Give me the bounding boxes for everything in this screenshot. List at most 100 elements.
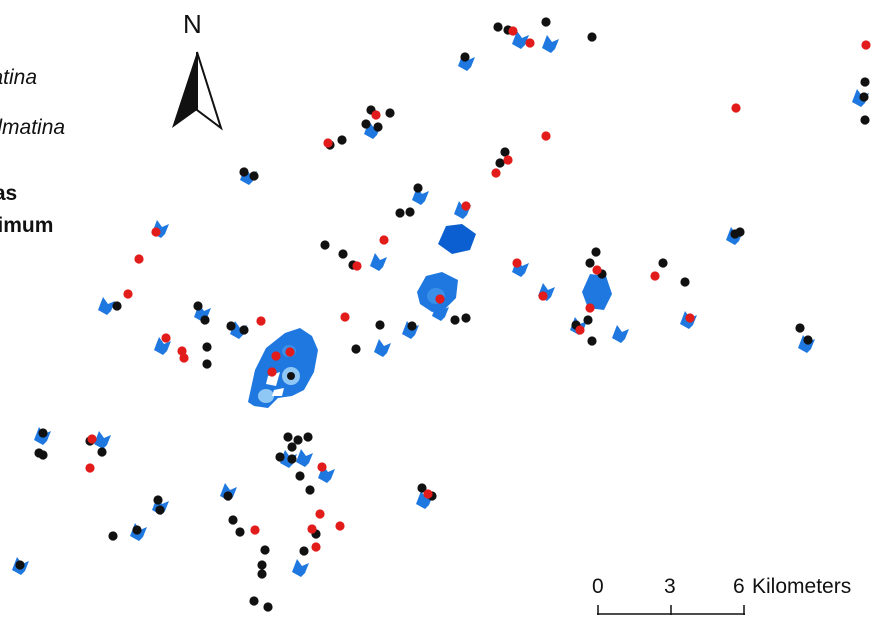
red-site-marker	[650, 271, 660, 281]
red-site-marker	[861, 40, 871, 50]
red-site-markers	[85, 26, 871, 552]
black-site-marker	[287, 454, 297, 464]
red-site-marker	[491, 168, 501, 178]
scale-tick-3: 3	[664, 575, 676, 598]
north-label: N	[183, 9, 202, 39]
black-site-marker	[226, 321, 236, 331]
legend-entry-4: aximum	[0, 214, 54, 237]
small-blue-patch	[154, 337, 171, 355]
black-site-marker	[263, 602, 273, 612]
red-site-marker	[323, 138, 333, 148]
black-site-marker	[417, 483, 427, 493]
black-site-marker	[583, 315, 593, 325]
black-site-marker	[541, 17, 551, 27]
black-site-marker	[303, 432, 313, 442]
black-site-marker	[461, 313, 471, 323]
black-site-marker	[735, 227, 745, 237]
black-site-marker	[320, 240, 330, 250]
north-arrow-icon	[172, 51, 223, 131]
black-site-marker	[223, 491, 233, 501]
red-site-marker	[525, 38, 535, 48]
red-site-marker	[179, 353, 189, 363]
black-site-marker	[413, 183, 423, 193]
black-site-marker	[495, 158, 505, 168]
black-site-marker	[257, 569, 267, 579]
black-site-marker	[257, 560, 267, 570]
black-site-marker	[249, 596, 259, 606]
red-site-marker	[503, 155, 513, 165]
black-site-marker	[658, 258, 668, 268]
red-site-marker	[731, 103, 741, 113]
black-site-marker	[361, 119, 371, 129]
small-blue-patch	[416, 491, 433, 509]
black-site-marker	[275, 452, 285, 462]
black-site-marker	[385, 108, 395, 118]
scale-bar	[597, 605, 745, 615]
black-site-marker	[373, 122, 383, 132]
black-site-marker	[859, 92, 869, 102]
small-blue-patch	[296, 449, 313, 467]
red-site-marker	[371, 110, 381, 120]
red-site-marker	[685, 313, 695, 323]
red-site-marker	[85, 463, 95, 473]
black-site-marker	[450, 315, 460, 325]
red-site-marker	[541, 131, 551, 141]
black-site-marker	[239, 325, 249, 335]
red-site-marker	[307, 524, 317, 534]
black-site-marker	[500, 147, 510, 157]
black-site-marker	[132, 525, 142, 535]
black-site-marker	[97, 447, 107, 457]
black-site-marker	[405, 207, 415, 217]
black-site-marker	[15, 560, 25, 570]
black-site-marker	[228, 515, 238, 525]
small-blue-patch	[374, 339, 391, 357]
black-site-marker	[337, 135, 347, 145]
black-site-marker	[587, 32, 597, 42]
black-site-marker	[295, 471, 305, 481]
small-blue-patch	[454, 201, 471, 219]
black-site-marker	[38, 450, 48, 460]
red-site-marker	[267, 367, 277, 377]
black-site-markers	[15, 17, 870, 612]
black-site-marker	[860, 115, 870, 125]
black-site-marker	[287, 442, 297, 452]
black-site-marker	[155, 505, 165, 515]
black-site-marker	[305, 485, 315, 495]
black-site-marker	[795, 323, 805, 333]
red-site-marker	[315, 509, 325, 519]
scale-tick-6: 6	[733, 575, 745, 598]
red-site-marker	[508, 26, 518, 36]
black-site-marker	[249, 171, 259, 181]
red-site-marker	[340, 312, 350, 322]
black-site-marker	[803, 335, 813, 345]
black-site-marker	[202, 359, 212, 369]
small-blue-patch	[370, 253, 387, 271]
black-site-marker	[460, 52, 470, 62]
red-site-marker	[87, 434, 97, 444]
black-site-marker	[193, 301, 203, 311]
red-site-marker	[285, 347, 295, 357]
red-site-marker	[317, 462, 327, 472]
red-site-marker	[352, 261, 362, 271]
black-site-marker	[585, 258, 595, 268]
black-site-marker	[153, 495, 163, 505]
small-blue-patch	[292, 559, 309, 577]
black-site-marker	[112, 301, 122, 311]
legend-entry-3: reas	[0, 182, 18, 205]
legend-entry-1: matina	[0, 66, 38, 89]
black-site-marker	[351, 344, 361, 354]
small-blue-patch	[94, 431, 111, 449]
black-site-marker	[202, 342, 212, 352]
black-site-marker	[293, 435, 303, 445]
red-site-marker	[256, 316, 266, 326]
red-site-marker	[161, 333, 171, 343]
red-site-marker	[423, 489, 433, 499]
black-site-marker	[680, 277, 690, 287]
scale-unit: Kilometers	[752, 575, 852, 598]
red-site-marker	[134, 254, 144, 264]
red-site-marker	[435, 294, 445, 304]
black-site-marker	[587, 336, 597, 346]
black-site-marker	[200, 315, 210, 325]
blue-area-upper	[438, 224, 476, 254]
